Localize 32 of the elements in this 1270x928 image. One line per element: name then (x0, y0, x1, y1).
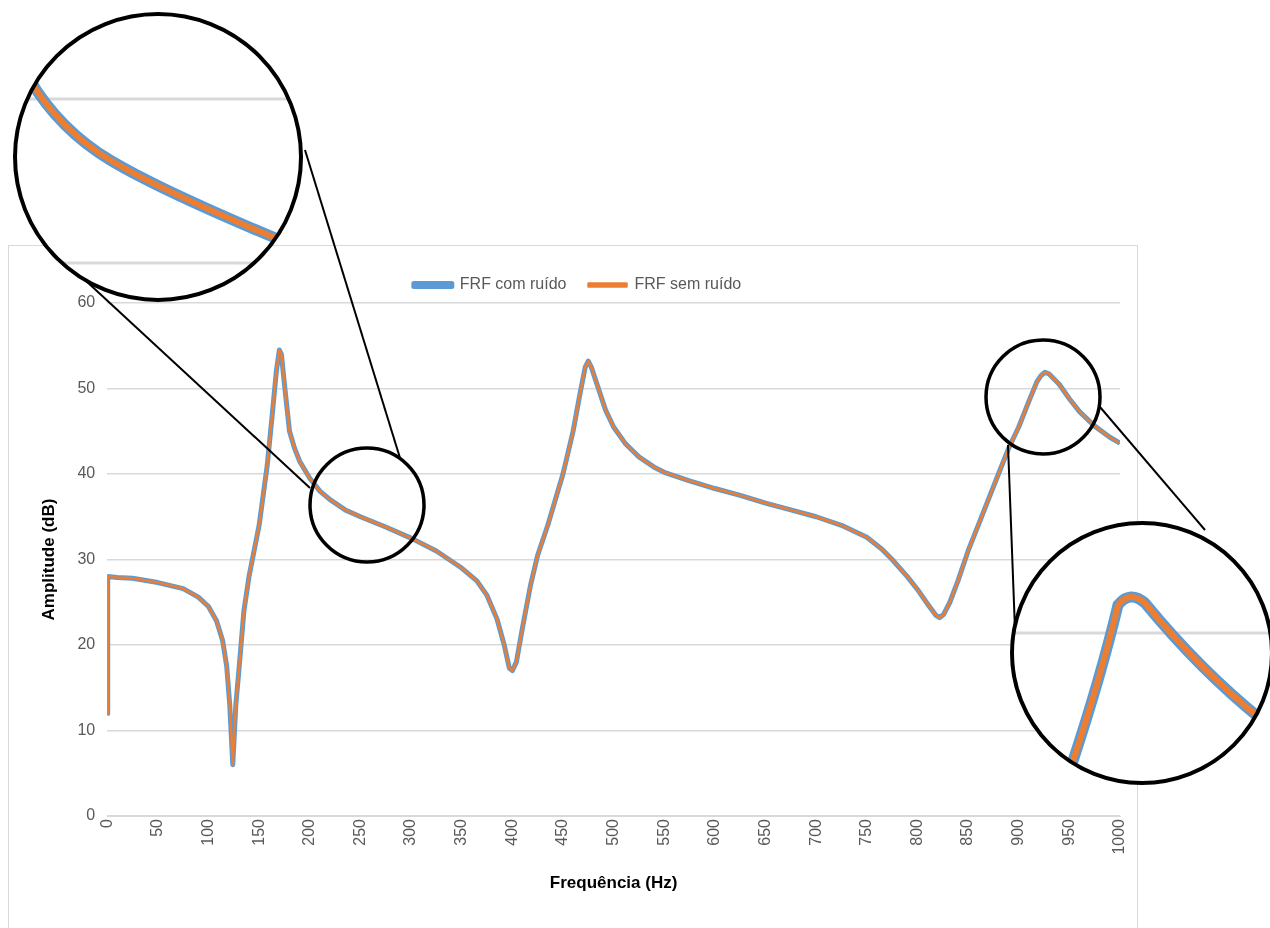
y-tick-label: 10 (77, 720, 96, 738)
x-tick-label: 500 (604, 818, 621, 846)
y-tick-label: 0 (86, 806, 96, 824)
x-tick-label: 450 (553, 818, 571, 846)
y-tick-label: 50 (77, 378, 96, 396)
x-tick-label: 850 (958, 818, 976, 846)
x-tick-label: 700 (806, 818, 824, 846)
x-tick-label: 250 (350, 818, 368, 846)
x-tick-label: 350 (452, 818, 470, 846)
y-tick-label: 30 (77, 549, 96, 567)
legend-label: FRF com ruído (459, 275, 567, 293)
x-tick-label: 300 (401, 818, 419, 846)
y-tick-label: 60 (77, 293, 96, 311)
x-tick-label: 950 (1059, 818, 1077, 846)
x-tick-label: 200 (300, 818, 318, 846)
x-tick-label: 1000 (1110, 818, 1128, 855)
x-tick-label: 150 (249, 818, 267, 846)
x-tick-label: 750 (857, 818, 875, 846)
y-tick-label: 40 (77, 464, 96, 482)
x-tick-label: 900 (1009, 818, 1027, 846)
y-tick-label: 20 (77, 635, 96, 653)
x-axis-title: Frequência (Hz) (549, 873, 678, 893)
x-tick-label: 100 (198, 818, 216, 846)
x-tick-label: 600 (705, 818, 723, 846)
y-axis-title: Amplitude (dB) (38, 498, 58, 621)
x-tick-label: 400 (502, 818, 520, 846)
legend-label: FRF sem ruído (634, 275, 742, 293)
x-tick-label: 650 (755, 818, 773, 846)
x-tick-label: 50 (148, 818, 166, 837)
x-tick-label: 550 (654, 818, 672, 846)
x-tick-label: 800 (907, 818, 925, 846)
x-tick-label: 0 (97, 818, 115, 828)
